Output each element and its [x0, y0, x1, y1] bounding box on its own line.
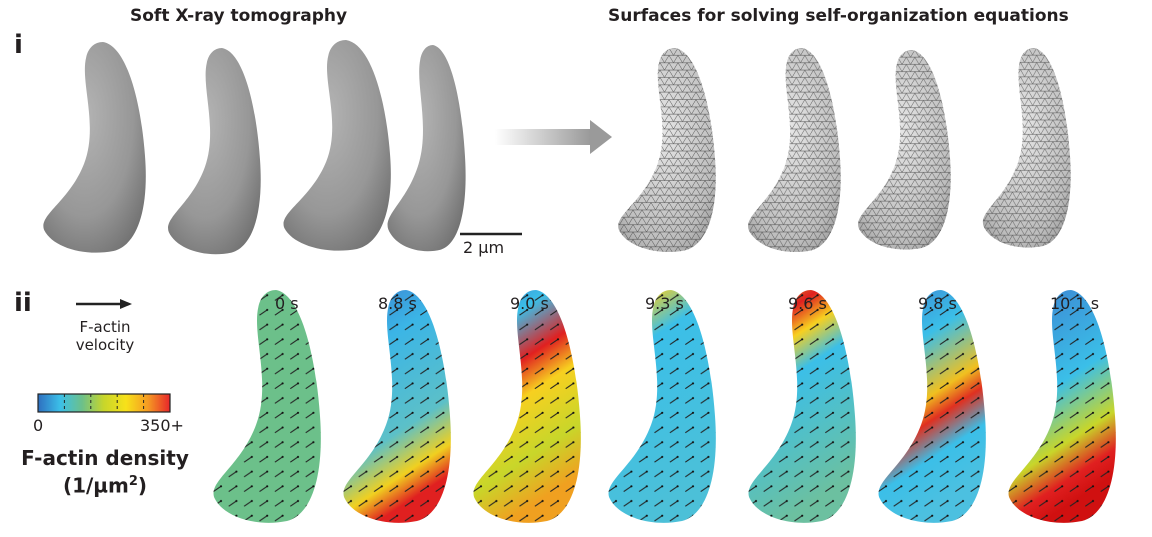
time-label: 9.6 s [788, 294, 827, 313]
unit-sup: 2 [128, 474, 138, 489]
simulation-cell-0 [213, 290, 321, 523]
mesh-surface-cell [618, 48, 716, 253]
time-label: 0 s [275, 294, 299, 313]
simulation-cell-4 [748, 290, 856, 523]
colorbar [37, 393, 171, 413]
tomography-cell [283, 40, 391, 251]
scale-bar-label: 2 µm [463, 238, 505, 257]
time-label: 10.1 s [1050, 294, 1100, 313]
mesh-surface-cell [748, 48, 841, 253]
unit-prefix: (1/µm [62, 473, 129, 498]
unit-suffix: ) [137, 473, 148, 498]
velocity-label-line1: F-actin [79, 318, 131, 336]
time-label: 9.8 s [918, 294, 957, 313]
panel-label-i: i [14, 30, 23, 60]
panel-label-ii: ii [14, 288, 32, 318]
heading-soft-xray: Soft X-ray tomography [130, 6, 348, 26]
simulation-cell-6 [1008, 290, 1116, 523]
simulation-cell-1 [343, 290, 451, 523]
mesh-surface-cell [858, 50, 951, 250]
velocity-label-line2: velocity [75, 336, 135, 354]
colorbar-max-label: 350+ [140, 416, 184, 435]
tomography-cell [387, 45, 466, 252]
time-label: 9.0 s [510, 294, 549, 313]
tomography-cell [168, 48, 261, 255]
simulation-cell-5 [878, 290, 986, 523]
tomography-cell [43, 42, 146, 253]
time-label: 9.3 s [645, 294, 684, 313]
density-legend: F-actin density (1/µm2) [0, 446, 210, 498]
velocity-arrow-icon [76, 299, 132, 309]
mesh-surface-cell [982, 48, 1071, 248]
simulation-cell-2 [473, 290, 581, 523]
simulation-cell-3 [608, 290, 716, 523]
colorbar-min-label: 0 [33, 416, 44, 435]
density-title: F-actin density [21, 446, 189, 470]
time-label: 8.8 s [378, 294, 417, 313]
heading-surfaces: Surfaces for solving self-organization e… [608, 6, 1069, 26]
density-unit: (1/µm2) [0, 470, 210, 498]
velocity-legend-label: F-actin velocity [50, 318, 160, 354]
process-arrow-icon [495, 120, 612, 154]
